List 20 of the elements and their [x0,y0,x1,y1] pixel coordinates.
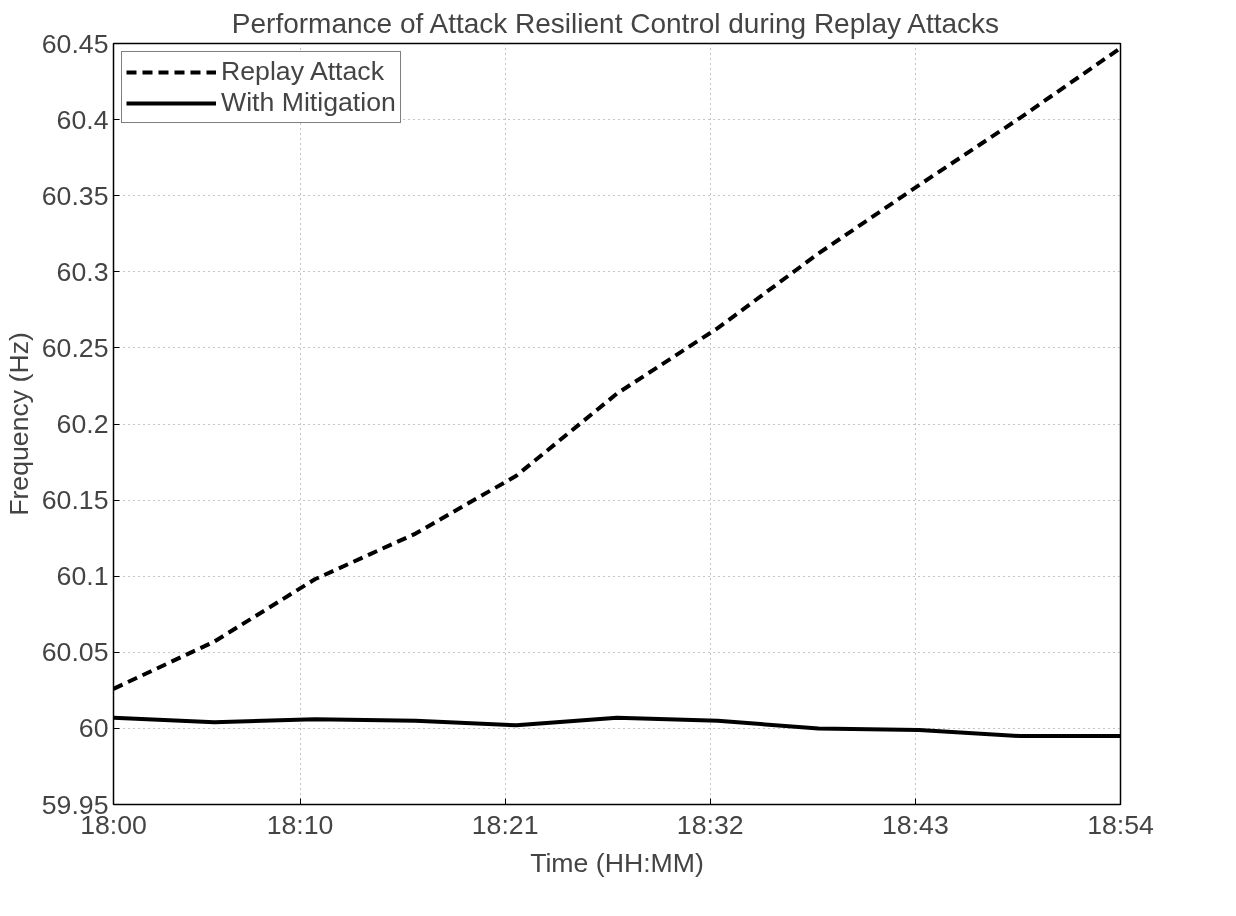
y-tick-label: 60.1 [56,561,109,592]
y-tick-label: 60.45 [41,28,109,59]
y-tick-label: 60.15 [41,485,109,516]
x-tick-label: 18:21 [471,809,539,840]
x-tick-label: 18:54 [1087,809,1155,840]
chart-title: Performance of Attack Resilient Control during Replay Attacks [231,7,1000,39]
y-tick-label: 60.25 [41,332,109,363]
x-tick-label: 18:32 [676,809,744,840]
x-tick-label: 18:43 [882,809,949,840]
y-tick-label: 60.35 [41,180,109,211]
x-tick-label: 18:10 [266,809,334,840]
y-tick-label: 60.2 [56,409,109,439]
y-axis-title: Frequency (Hz) [3,332,34,516]
y-tick-label: 60.3 [56,256,109,287]
legend-label: With Mitigation [221,87,396,118]
y-tick-label: 60 [78,713,109,744]
y-tick-label: 60.05 [41,637,109,668]
y-tick-label: 60.4 [56,104,109,135]
legend-label: Replay Attack [221,56,384,87]
x-axis-title: Time (HH:MM) [530,847,704,878]
